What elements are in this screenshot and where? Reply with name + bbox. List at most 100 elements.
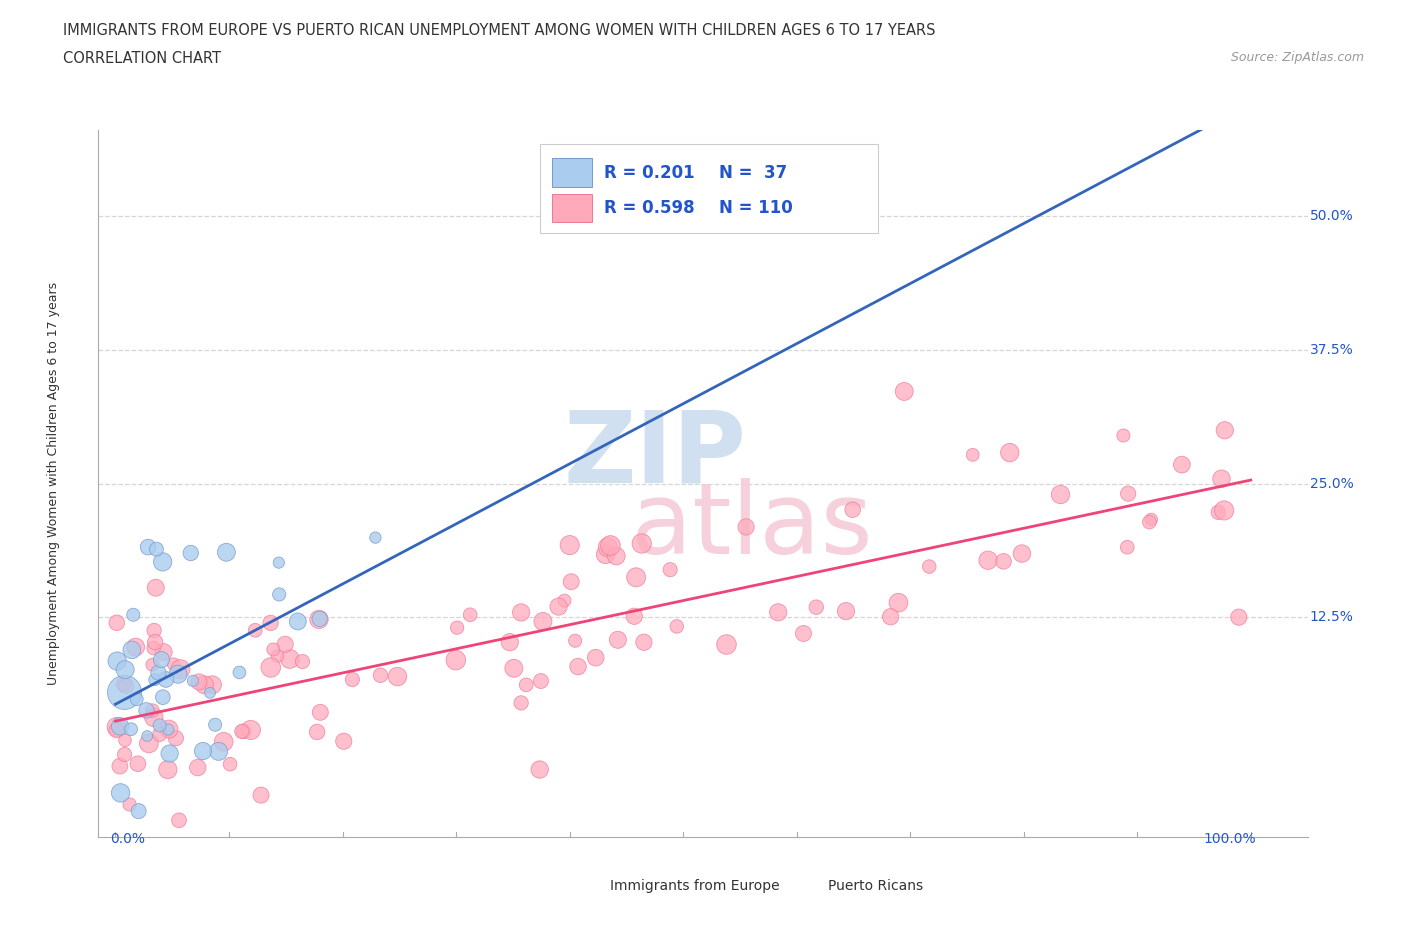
Point — [530, 673, 553, 688]
FancyBboxPatch shape — [540, 144, 879, 232]
Point — [269, 587, 291, 602]
Point — [606, 632, 628, 647]
Text: N =  37: N = 37 — [718, 164, 787, 181]
Point — [879, 609, 901, 624]
Point — [287, 614, 309, 629]
Point — [893, 384, 915, 399]
Point — [169, 662, 191, 677]
Point — [510, 696, 533, 711]
Point — [219, 757, 242, 772]
Text: R = 0.598: R = 0.598 — [603, 199, 695, 217]
Point — [157, 722, 180, 737]
Point — [841, 502, 863, 517]
Point — [1049, 487, 1071, 502]
Point — [364, 530, 387, 545]
Point — [1116, 539, 1139, 554]
Point — [993, 554, 1015, 569]
Point — [198, 685, 221, 700]
Point — [167, 667, 190, 682]
Point — [502, 661, 524, 676]
Point — [567, 659, 589, 674]
Point — [342, 672, 364, 687]
Point — [962, 447, 984, 462]
Point — [112, 677, 135, 692]
Text: 100.0%: 100.0% — [1204, 831, 1257, 845]
Point — [792, 626, 814, 641]
Point — [1139, 514, 1161, 529]
Point — [274, 637, 297, 652]
Text: Immigrants from Europe: Immigrants from Europe — [610, 879, 779, 893]
Point — [152, 554, 174, 569]
Point — [553, 593, 575, 608]
Point — [1140, 512, 1163, 527]
Point — [128, 804, 150, 818]
Point — [212, 735, 235, 750]
Point — [308, 612, 330, 627]
Point — [149, 718, 172, 733]
Point — [499, 635, 522, 650]
Point — [623, 609, 645, 624]
Point — [278, 652, 301, 667]
Point — [149, 727, 172, 742]
Point — [605, 549, 627, 564]
Point — [564, 633, 586, 648]
Point — [308, 611, 330, 626]
Text: N = 110: N = 110 — [718, 199, 793, 217]
FancyBboxPatch shape — [576, 876, 603, 896]
Point — [596, 539, 619, 554]
Text: 12.5%: 12.5% — [1310, 610, 1354, 624]
Text: CORRELATION CHART: CORRELATION CHART — [63, 51, 221, 66]
Point — [665, 619, 688, 634]
Point — [105, 723, 128, 737]
Point — [187, 674, 209, 689]
Point — [152, 644, 174, 659]
Point — [735, 520, 758, 535]
Point — [624, 570, 647, 585]
Point — [193, 677, 215, 692]
Point — [1112, 428, 1135, 443]
Point — [1211, 472, 1233, 486]
Text: IMMIGRANTS FROM EUROPE VS PUERTO RICAN UNEMPLOYMENT AMONG WOMEN WITH CHILDREN AG: IMMIGRANTS FROM EUROPE VS PUERTO RICAN U… — [63, 23, 936, 38]
Point — [1116, 486, 1139, 501]
Point — [118, 797, 141, 812]
Text: atlas: atlas — [630, 477, 872, 575]
Point — [165, 731, 187, 746]
Point — [630, 536, 652, 551]
Point — [387, 669, 409, 684]
Point — [148, 665, 170, 680]
Point — [547, 599, 569, 614]
Point — [560, 575, 582, 590]
Point — [105, 616, 128, 631]
Point — [515, 677, 537, 692]
Point — [162, 657, 184, 671]
Point — [245, 623, 267, 638]
Point — [529, 762, 551, 777]
Point — [115, 679, 138, 694]
Point — [122, 607, 145, 622]
Point — [1011, 546, 1033, 561]
Text: 25.0%: 25.0% — [1310, 476, 1354, 491]
Text: Source: ZipAtlas.com: Source: ZipAtlas.com — [1230, 51, 1364, 64]
Point — [136, 539, 159, 554]
Point — [595, 547, 617, 562]
Point — [105, 720, 128, 735]
Point — [370, 668, 392, 683]
Point — [121, 643, 143, 658]
Point — [125, 692, 148, 707]
Point — [141, 703, 163, 718]
Point — [120, 722, 142, 737]
Point — [159, 746, 181, 761]
Point — [977, 552, 1000, 567]
Point — [309, 705, 332, 720]
Point — [204, 717, 226, 732]
FancyBboxPatch shape — [551, 193, 592, 222]
Point — [215, 545, 238, 560]
Point — [835, 604, 858, 618]
Point — [142, 711, 165, 725]
Text: ZIP: ZIP — [564, 406, 747, 504]
Point — [444, 653, 467, 668]
Point — [458, 607, 481, 622]
Point — [167, 813, 190, 828]
Point — [267, 555, 290, 570]
Point — [585, 650, 607, 665]
